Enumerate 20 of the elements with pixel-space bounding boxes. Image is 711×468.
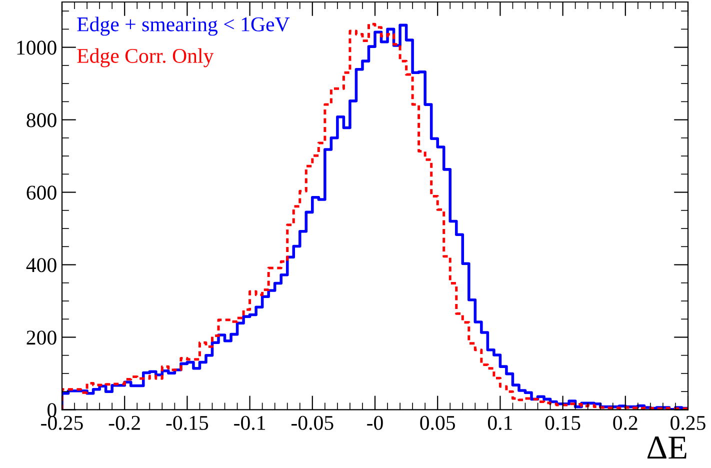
x-tick-label: -0.2 [108, 416, 140, 430]
y-tick-label: 0 [48, 403, 56, 418]
x-tick-label: 0.25 [670, 416, 706, 430]
x-tick-label: 0.15 [545, 416, 580, 430]
y-tick-label: 600 [26, 186, 56, 200]
y-tick-label: 1000 [17, 40, 56, 55]
x-tick-label: 0.1 [488, 416, 512, 430]
x-tick-label: 0.05 [420, 416, 456, 430]
x-tick-label: -0.05 [291, 416, 334, 430]
x-axis-title: ΔE [647, 436, 686, 459]
x-tick-label: -0.25 [41, 416, 83, 430]
y-tick-label: 800 [26, 113, 56, 128]
x-tick-label: 0.2 [613, 416, 638, 430]
text: Edge + smearing < 1GeV [77, 16, 290, 36]
x-tick-label: -0 [367, 416, 383, 430]
x-tick-label: -0.1 [234, 416, 266, 430]
x-tick-label: -0.15 [166, 416, 208, 430]
y-tick-label: 400 [26, 258, 56, 272]
y-tick-label: 200 [26, 330, 56, 345]
text: Edge Corr. Only [77, 48, 214, 68]
